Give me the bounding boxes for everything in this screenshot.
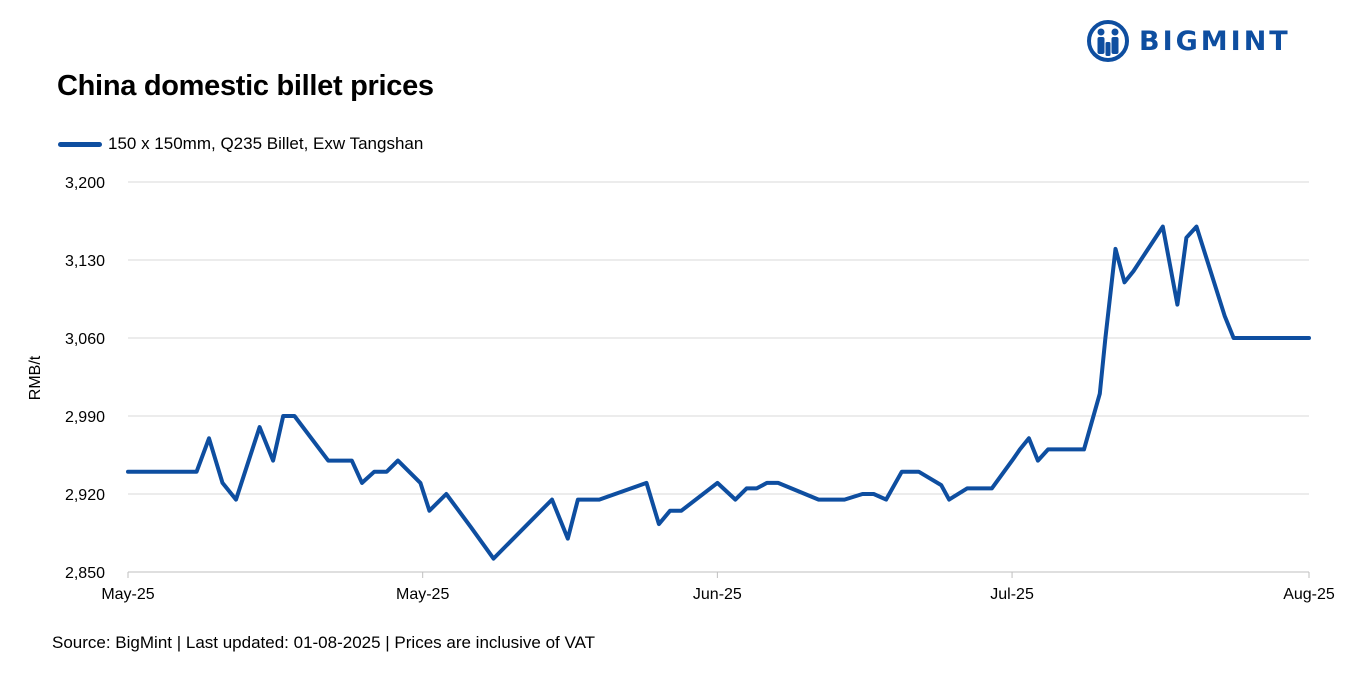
line-chart: 2,850 2,920 2,990 3,060 3,130 3,200 May-25 May-…: [27, 175, 1335, 603]
y-tick-label: 2,920: [65, 487, 105, 504]
y-tick-label: 3,060: [65, 331, 105, 348]
x-tick-label: Aug-25: [1283, 586, 1335, 603]
x-tick-label: May-25: [101, 586, 154, 603]
y-tick-label: 3,130: [65, 253, 105, 270]
bigmint-logo-icon: [1087, 20, 1129, 62]
series-line: [126, 224, 1311, 561]
legend-label: 150 x 150mm, Q235 Billet, Exw Tangshan: [108, 134, 424, 153]
x-tick-label: May-25: [396, 586, 449, 603]
x-tick-label: Jul-25: [990, 586, 1034, 603]
x-tick-label: Jun-25: [693, 586, 742, 603]
chart-legend: 150 x 150mm, Q235 Billet, Exw Tangshan: [58, 134, 423, 154]
y-tick-label: 3,200: [65, 175, 105, 192]
chart-title: China domestic billet prices: [57, 70, 434, 102]
brand-name: BIGMINT: [1139, 25, 1291, 57]
source-note: Source: BigMint | Last updated: 01-08-20…: [52, 633, 596, 652]
y-axis-label: RMB/t: [27, 355, 44, 400]
brand-logo: BIGMINT: [1085, 20, 1291, 62]
legend-swatch: [58, 141, 102, 147]
y-tick-label: 2,990: [65, 409, 105, 426]
y-tick-label: 2,850: [65, 565, 105, 582]
